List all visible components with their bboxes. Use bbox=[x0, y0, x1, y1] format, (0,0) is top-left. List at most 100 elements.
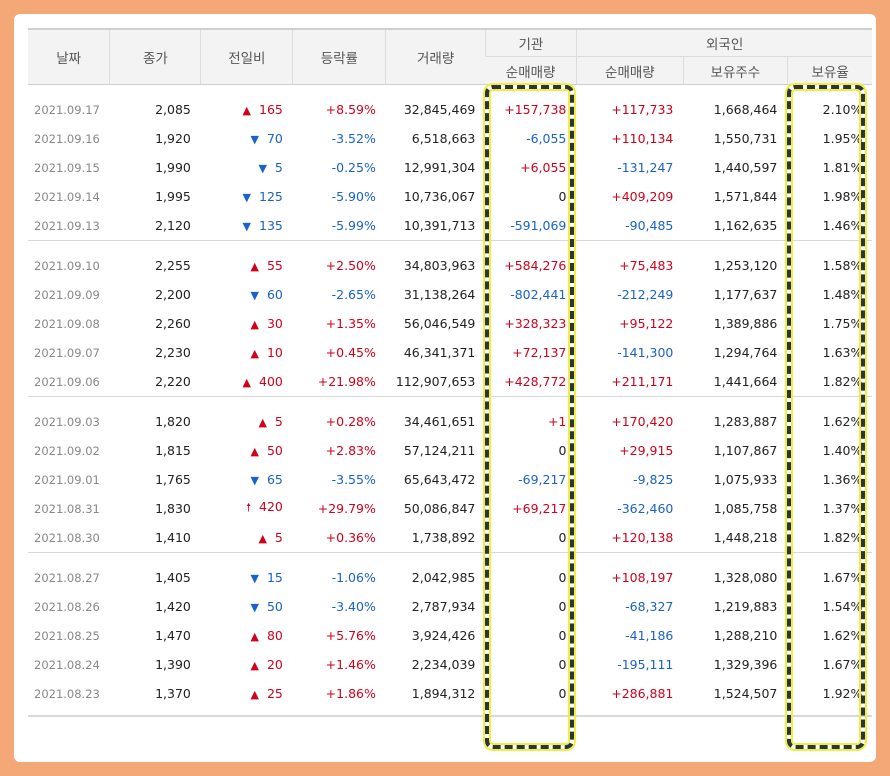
header-date[interactable]: 날짜 bbox=[28, 28, 110, 85]
arrow-up-icon: ▲ bbox=[242, 104, 251, 117]
foreign-net-cell: -141,300 bbox=[617, 345, 674, 360]
rate-cell: +0.36% bbox=[325, 530, 376, 545]
foreign-holdings-cell: 1,162,635 bbox=[713, 218, 778, 233]
header-foreigner-holdings[interactable]: 보유주수 bbox=[682, 56, 788, 85]
foreign-ratio-cell: 1.54% bbox=[822, 599, 863, 614]
date-cell: 2021.09.01 bbox=[34, 472, 100, 487]
institution-net-cell: +1 bbox=[547, 414, 567, 429]
table-row: 2021.09.09 2,200 ▼ 60 -2.65% 31,138,264 -802,4… bbox=[28, 280, 872, 309]
institution-net-cell: +584,276 bbox=[504, 258, 567, 273]
header-institution-net[interactable]: 순매매량 bbox=[485, 56, 577, 85]
group-separator bbox=[28, 396, 873, 407]
change-cell: ▲ 5 bbox=[201, 407, 293, 436]
arrow-up-icon: ▲ bbox=[242, 376, 251, 389]
date-cell: 2021.09.13 bbox=[34, 218, 100, 233]
volume-cell: 10,391,713 bbox=[403, 218, 476, 233]
header-volume[interactable]: 거래량 bbox=[385, 28, 486, 85]
date-cell: 2021.08.26 bbox=[34, 599, 100, 614]
foreign-ratio-cell: 1.95% bbox=[822, 131, 863, 146]
arrow-down-icon: ▼ bbox=[258, 162, 267, 175]
date-cell: 2021.08.24 bbox=[34, 657, 100, 672]
change-value: 30 bbox=[266, 316, 283, 331]
close-cell: 1,920 bbox=[155, 131, 191, 146]
date-cell: 2021.08.30 bbox=[34, 530, 100, 545]
foreign-holdings-cell: 1,550,731 bbox=[713, 131, 778, 146]
institution-net-cell: -69,217 bbox=[518, 472, 567, 487]
change-value: 135 bbox=[259, 218, 283, 233]
arrow-up-icon: ▲ bbox=[250, 347, 259, 360]
institution-net-cell: 0 bbox=[558, 657, 567, 672]
change-cell: ▼ 5 bbox=[201, 153, 293, 182]
foreign-ratio-cell: 1.46% bbox=[822, 218, 863, 233]
table-bottom-border bbox=[28, 708, 873, 717]
foreign-holdings-cell: 1,075,933 bbox=[713, 472, 778, 487]
rate-cell: +5.76% bbox=[325, 628, 376, 643]
foreign-holdings-cell: 1,288,210 bbox=[713, 628, 778, 643]
foreign-holdings-cell: 1,668,464 bbox=[713, 102, 778, 117]
foreign-net-cell: +170,420 bbox=[611, 414, 674, 429]
arrow-up-icon: ▲ bbox=[258, 532, 267, 545]
date-cell: 2021.09.08 bbox=[34, 316, 100, 331]
close-cell: 1,820 bbox=[155, 414, 191, 429]
header-foreigner-net[interactable]: 순매매량 bbox=[575, 56, 684, 85]
close-cell: 1,420 bbox=[155, 599, 191, 614]
volume-cell: 1,894,312 bbox=[411, 686, 476, 701]
volume-cell: 65,643,472 bbox=[403, 472, 476, 487]
table-row: 2021.09.17 2,085 ▲ 165 +8.59% 32,845,469 +157,… bbox=[28, 95, 872, 124]
foreign-holdings-cell: 1,085,758 bbox=[713, 501, 778, 516]
foreign-net-cell: -41,186 bbox=[625, 628, 674, 643]
header-foreigner-ratio[interactable]: 보유율 bbox=[786, 56, 873, 85]
header-rate[interactable]: 등락률 bbox=[292, 28, 386, 85]
foreign-ratio-cell: 1.40% bbox=[822, 443, 863, 458]
rate-cell: -2.65% bbox=[331, 287, 376, 302]
change-value: 15 bbox=[266, 570, 283, 585]
foreign-net-cell: +108,197 bbox=[611, 570, 674, 585]
rate-cell: +1.46% bbox=[325, 657, 376, 672]
foreign-ratio-cell: 1.36% bbox=[822, 472, 863, 487]
date-cell: 2021.09.09 bbox=[34, 287, 100, 302]
institution-net-cell: +6,055 bbox=[520, 160, 567, 175]
volume-cell: 2,042,985 bbox=[411, 570, 476, 585]
arrow-down-icon: ▼ bbox=[242, 220, 251, 233]
change-value: 65 bbox=[266, 472, 283, 487]
close-cell: 1,990 bbox=[155, 160, 191, 175]
table-row: 2021.09.16 1,920 ▼ 70 -3.52% 6,518,663 -6,055 +… bbox=[28, 124, 872, 153]
change-cell: ▼ 15 bbox=[201, 563, 293, 592]
institution-net-cell: -591,069 bbox=[510, 218, 567, 233]
volume-cell: 6,518,663 bbox=[411, 131, 476, 146]
header-institution: 기관 bbox=[484, 28, 577, 57]
foreign-ratio-cell: 1.82% bbox=[822, 530, 863, 545]
date-cell: 2021.09.02 bbox=[34, 443, 100, 458]
volume-cell: 56,046,549 bbox=[403, 316, 476, 331]
close-cell: 1,390 bbox=[155, 657, 191, 672]
header-close[interactable]: 종가 bbox=[109, 28, 201, 85]
close-cell: 2,220 bbox=[155, 374, 191, 389]
volume-cell: 2,234,039 bbox=[411, 657, 476, 672]
header-change[interactable]: 전일비 bbox=[200, 28, 293, 85]
foreign-net-cell: -131,247 bbox=[617, 160, 674, 175]
institution-net-cell: +428,772 bbox=[504, 374, 567, 389]
daily-trading-table: 날짜 종가 전일비 등락률 거래량 기관 외국인 순매매량 순매매량 보유주수 … bbox=[28, 28, 873, 717]
volume-cell: 2,787,934 bbox=[411, 599, 476, 614]
foreign-ratio-cell: 1.75% bbox=[822, 316, 863, 331]
foreign-net-cell: -195,111 bbox=[617, 657, 674, 672]
foreign-ratio-cell: 1.48% bbox=[822, 287, 863, 302]
change-value: 55 bbox=[266, 258, 283, 273]
date-cell: 2021.09.10 bbox=[34, 258, 100, 273]
foreign-holdings-cell: 1,448,218 bbox=[713, 530, 778, 545]
date-cell: 2021.09.03 bbox=[34, 414, 100, 429]
foreign-ratio-cell: 1.98% bbox=[822, 189, 863, 204]
arrow-down-icon: ▼ bbox=[250, 601, 259, 614]
date-cell: 2021.09.14 bbox=[34, 189, 100, 204]
rate-cell: -3.52% bbox=[331, 131, 376, 146]
foreign-net-cell: +120,138 bbox=[611, 530, 674, 545]
table-row: 2021.09.08 2,260 ▲ 30 +1.35% 56,046,549 +328,3… bbox=[28, 309, 872, 338]
close-cell: 1,995 bbox=[155, 189, 191, 204]
close-cell: 1,830 bbox=[155, 501, 191, 516]
volume-cell: 112,907,653 bbox=[395, 374, 476, 389]
change-cell: ▼ 135 bbox=[201, 211, 293, 241]
foreign-net-cell: -362,460 bbox=[617, 501, 674, 516]
change-value: 25 bbox=[266, 686, 283, 701]
institution-net-cell: 0 bbox=[558, 443, 567, 458]
rate-cell: +2.83% bbox=[325, 443, 376, 458]
